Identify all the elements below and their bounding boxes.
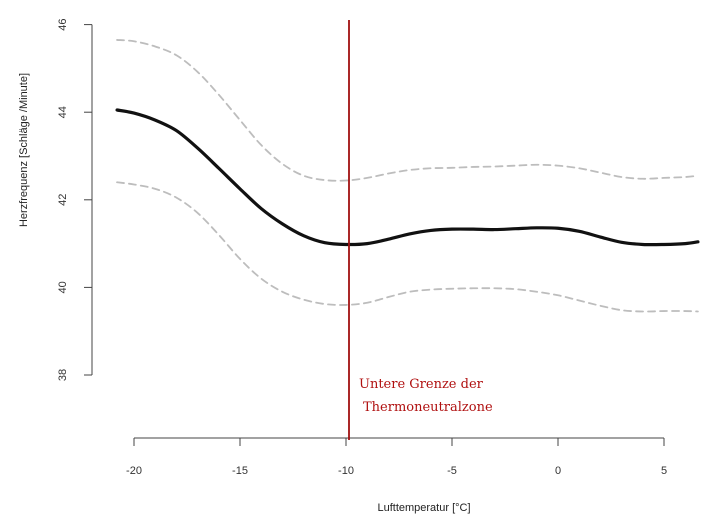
annotation-line-1: Untere Grenze der	[359, 377, 484, 392]
x-tick-label: 0	[555, 465, 561, 477]
y-tick-label: 44	[57, 106, 69, 118]
x-axis: -20 -15 -10 -5 0 5	[126, 437, 667, 477]
y-tick-label: 40	[57, 281, 69, 293]
y-tick-label: 38	[57, 369, 69, 381]
y-tick-label: 46	[57, 18, 69, 30]
annotation-line-2: Thermoneutralzone	[363, 400, 493, 415]
lower-confidence-band	[116, 181, 699, 313]
x-tick-label: -15	[232, 465, 248, 477]
x-tick-label: -20	[126, 465, 142, 477]
x-tick-label: -10	[338, 465, 354, 477]
x-tick-label: 5	[661, 465, 667, 477]
y-axis: 38 40 42 44 46	[57, 18, 93, 381]
fitted-curve	[115, 108, 700, 247]
y-tick-label: 42	[57, 194, 69, 206]
y-axis-title: Herzfrequenz [Schläge /Minute]	[18, 73, 30, 227]
series-layer	[115, 39, 700, 313]
upper-confidence-band	[116, 39, 699, 182]
x-tick-label: -5	[447, 465, 457, 477]
x-axis-title: Lufttemperatur [°C]	[377, 502, 470, 514]
